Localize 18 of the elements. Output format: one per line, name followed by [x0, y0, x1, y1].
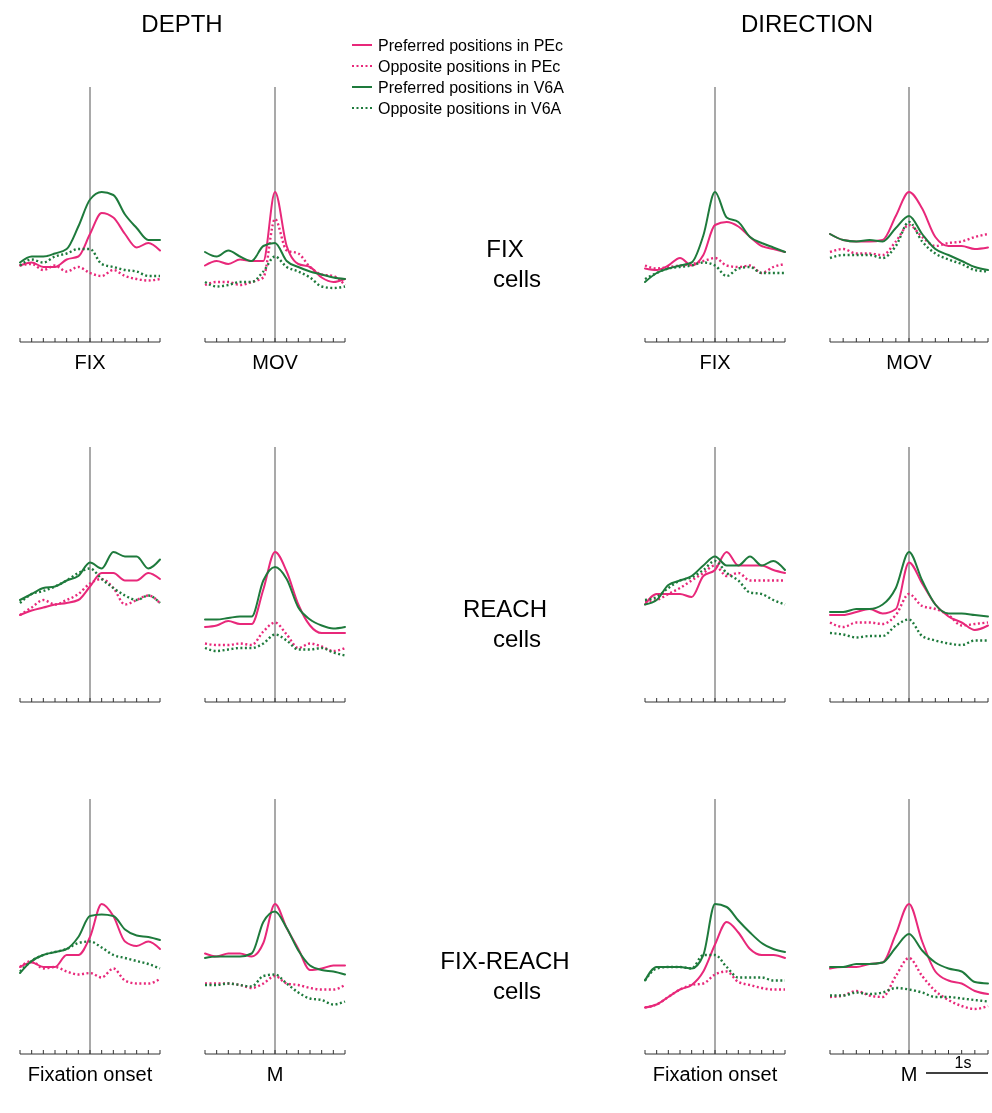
y-axis-title: FIX-REACH cells [440, 947, 570, 1004]
text: Fixation onset [27, 1063, 153, 1085]
y-axis-title: REACH cells [462, 595, 548, 652]
text: MOV [252, 351, 299, 373]
y-axis-title: FIX cells [486, 235, 542, 292]
text: FIX [699, 351, 731, 373]
chart-title: DIRECTION [741, 10, 873, 37]
legend-label: Preferred positions in PEc [378, 37, 563, 54]
text: M [900, 1063, 918, 1085]
legend-label: Preferred positions in V6A [378, 79, 565, 96]
annotation: 1s [954, 1054, 972, 1071]
text: FIX [74, 351, 106, 373]
legend-label: Opposite positions in PEc [378, 58, 561, 75]
text: Fixation onset [652, 1063, 778, 1085]
chart-title: DEPTH [141, 10, 223, 37]
legend-label: Opposite positions in V6A [378, 100, 562, 117]
text: MOV [886, 351, 933, 373]
text: M [266, 1063, 284, 1085]
